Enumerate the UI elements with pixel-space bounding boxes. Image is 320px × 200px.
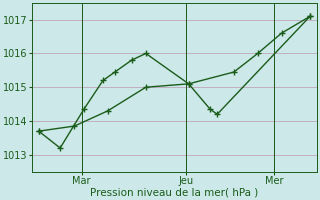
X-axis label: Pression niveau de la mer( hPa ): Pression niveau de la mer( hPa ) bbox=[90, 187, 259, 197]
